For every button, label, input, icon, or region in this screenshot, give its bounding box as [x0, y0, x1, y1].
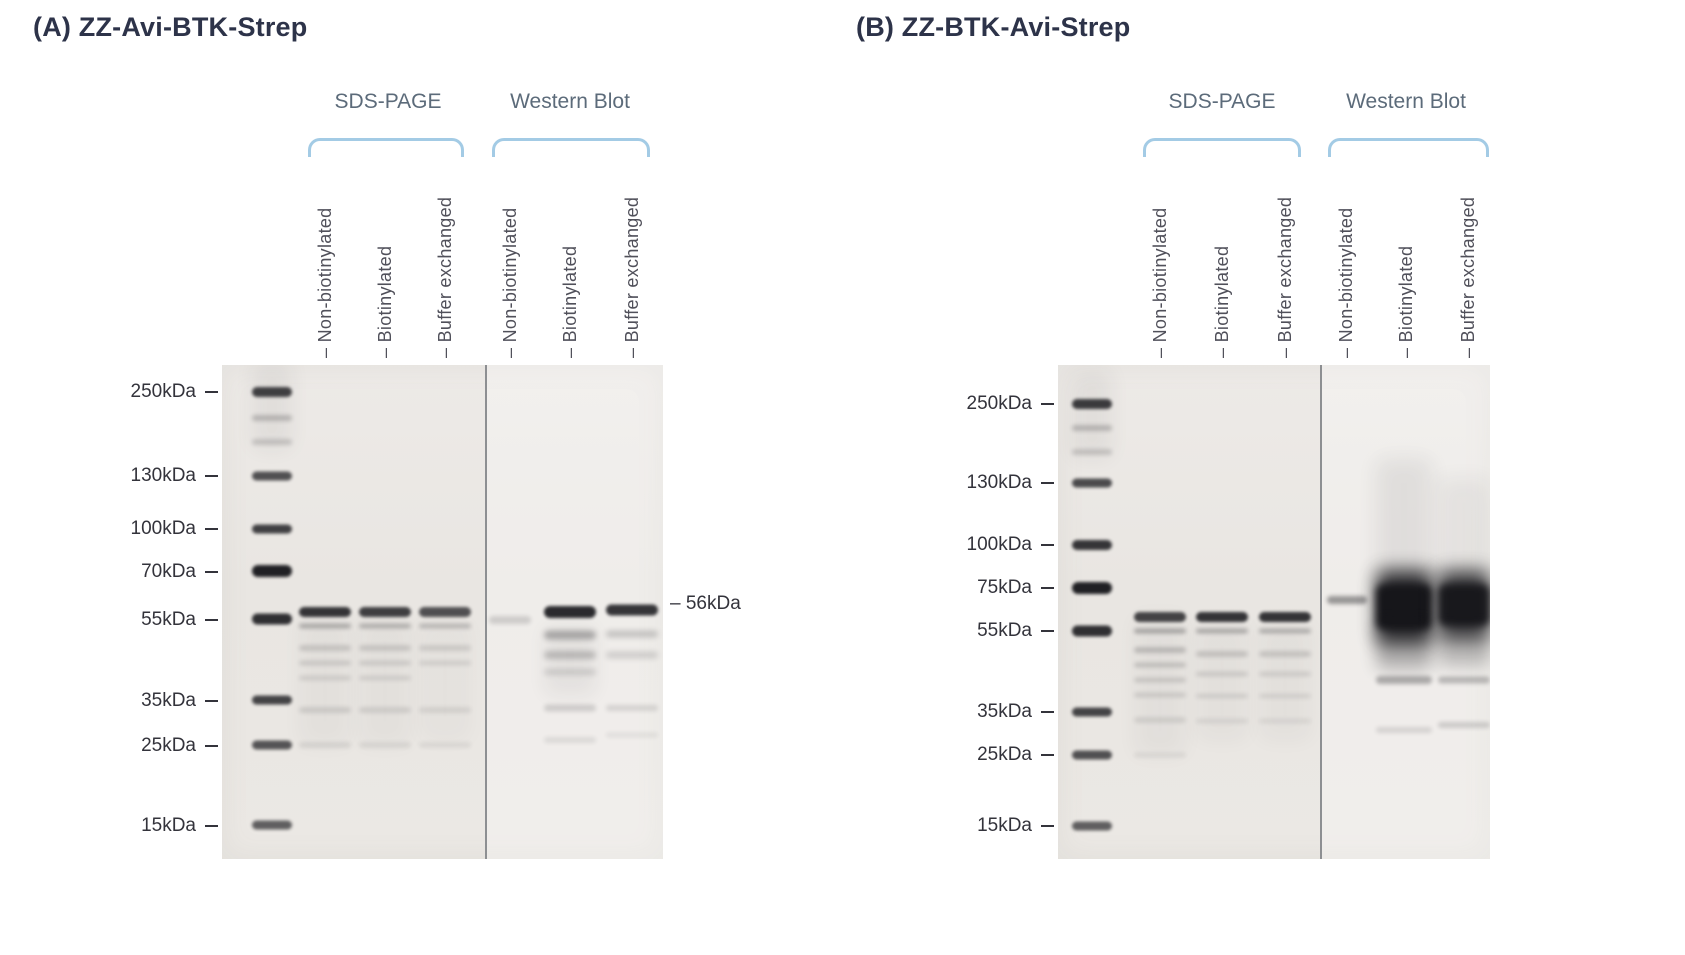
mw-marker-row: 100kDa — [58, 516, 218, 542]
mw-marker-row: 15kDa — [894, 813, 1054, 839]
mw-label: 250kDa — [966, 393, 1033, 414]
panel-a-sds-page-label: SDS-PAGE — [334, 90, 442, 113]
panel-b-ladder-lane — [1072, 365, 1112, 859]
panel-a-sds-lane-3 — [419, 365, 471, 859]
panel-a-sds-bracket — [308, 138, 464, 157]
mw-tick — [1041, 482, 1054, 484]
panel-b-wb-lane-label-3: – Buffer exchanged — [1458, 196, 1478, 358]
mw-marker-row: 25kDa — [894, 742, 1054, 768]
mw-label: 35kDa — [977, 701, 1032, 722]
panel-a-title: (A) ZZ-Avi-BTK-Strep — [33, 12, 308, 42]
mw-marker-row: 250kDa — [894, 391, 1054, 417]
panel-a-wb-lane-label-2: – Biotinylated — [560, 245, 580, 358]
panel-a-wb-lane-3 — [606, 365, 658, 859]
mw-marker-row: 130kDa — [894, 470, 1054, 496]
mw-label: 25kDa — [141, 735, 196, 756]
panel-b-wb-lane-3 — [1438, 365, 1490, 859]
mw-label: 250kDa — [130, 381, 197, 402]
mw-tick — [1041, 630, 1054, 632]
mw-label: 75kDa — [977, 577, 1032, 598]
panel-b-sds-lane-3 — [1259, 365, 1311, 859]
mw-tick — [205, 475, 218, 477]
mw-marker-row: 55kDa — [894, 618, 1054, 644]
mw-label: 55kDa — [141, 609, 196, 630]
panel-b-wb-lane-label-1: – Non-biotinylated — [1336, 207, 1356, 359]
mw-tick — [1041, 711, 1054, 713]
mw-tick — [205, 528, 218, 530]
panel-a-wb-bracket — [492, 138, 650, 157]
mw-tick — [205, 700, 218, 702]
panel-b-sds-page-label: SDS-PAGE — [1168, 90, 1276, 113]
mw-tick — [1041, 825, 1054, 827]
mw-marker-row: 55kDa — [58, 607, 218, 633]
mw-label: 130kDa — [966, 472, 1033, 493]
mw-label: 70kDa — [141, 561, 196, 582]
panel-b-wb-lane-label-2: – Biotinylated — [1396, 245, 1416, 358]
mw-marker-row: 100kDa — [894, 532, 1054, 558]
mw-tick — [205, 745, 218, 747]
panel-a-sds-lane-label-1: – Non-biotinylated — [315, 207, 335, 359]
panel-b-wb-lane-2 — [1376, 365, 1432, 859]
mw-marker-row: 70kDa — [58, 559, 218, 585]
panel-a-wb-lane-label-3: – Buffer exchanged — [622, 196, 642, 358]
mw-tick — [205, 619, 218, 621]
panel-b-gel — [1058, 365, 1490, 859]
panel-b-sds-lane-label-1: – Non-biotinylated — [1150, 207, 1170, 359]
mw-tick — [205, 391, 218, 393]
panel-a-wb-lane-2 — [544, 365, 596, 859]
mw-label: 25kDa — [977, 744, 1032, 765]
mw-label: 130kDa — [130, 465, 197, 486]
mw-marker-row: 75kDa — [894, 575, 1054, 601]
panel-a-ladder-lane — [252, 365, 292, 859]
panel-b-sds-bracket — [1143, 138, 1301, 157]
mw-tick — [1041, 544, 1054, 546]
mw-marker-row: 250kDa — [58, 379, 218, 405]
band-annotation-56kda: – 56kDa — [670, 593, 741, 614]
panel-b-wb-lane-1 — [1324, 365, 1370, 859]
panel-a-sds-lane-2 — [359, 365, 411, 859]
mw-tick — [1041, 754, 1054, 756]
panel-b-sds-lane-label-2: – Biotinylated — [1212, 245, 1232, 358]
panel-a-gel — [222, 365, 663, 859]
panel-a-wb-lane-label-1: – Non-biotinylated — [500, 207, 520, 359]
panel-a-gel-divider — [485, 365, 487, 859]
mw-marker-row: 25kDa — [58, 733, 218, 759]
mw-label: 15kDa — [141, 815, 196, 836]
mw-marker-row: 35kDa — [894, 699, 1054, 725]
panel-b-sds-lane-1 — [1134, 365, 1186, 859]
mw-label: 100kDa — [966, 534, 1033, 555]
panel-b-sds-lane-2 — [1196, 365, 1248, 859]
mw-tick — [1041, 403, 1054, 405]
mw-label: 15kDa — [977, 815, 1032, 836]
mw-tick — [205, 571, 218, 573]
panel-b-wb-bracket — [1328, 138, 1489, 157]
mw-marker-row: 130kDa — [58, 463, 218, 489]
mw-label: 55kDa — [977, 620, 1032, 641]
mw-marker-row: 35kDa — [58, 688, 218, 714]
mw-tick — [205, 825, 218, 827]
mw-label: 35kDa — [141, 690, 196, 711]
panel-b-gel-divider — [1320, 365, 1322, 859]
panel-a-sds-lane-1 — [299, 365, 351, 859]
panel-b-western-blot-label: Western Blot — [1346, 90, 1466, 113]
panel-a-western-blot-label: Western Blot — [510, 90, 630, 113]
mw-tick — [1041, 587, 1054, 589]
panel-a-sds-lane-label-2: – Biotinylated — [375, 245, 395, 358]
panel-b-sds-lane-label-3: – Buffer exchanged — [1275, 196, 1295, 358]
panel-b-title: (B) ZZ-BTK-Avi-Strep — [856, 12, 1131, 42]
mw-marker-row: 15kDa — [58, 813, 218, 839]
panel-a-sds-lane-label-3: – Buffer exchanged — [435, 196, 455, 358]
panel-a-wb-lane-1 — [487, 365, 533, 859]
mw-label: 100kDa — [130, 518, 197, 539]
